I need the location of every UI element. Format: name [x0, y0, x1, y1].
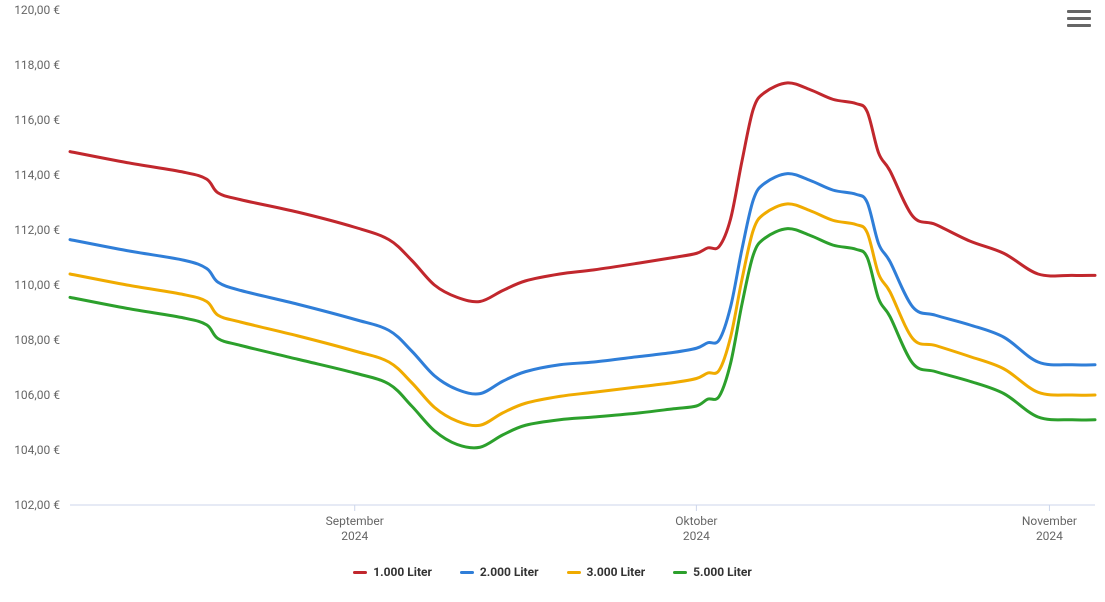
y-tick: 106,00 €	[14, 388, 60, 402]
y-tick: 110,00 €	[14, 278, 60, 292]
svg-text:Oktober: Oktober	[675, 514, 717, 528]
legend-swatch	[673, 571, 687, 574]
svg-text:118,00 €: 118,00 €	[14, 58, 60, 72]
svg-text:114,00 €: 114,00 €	[14, 168, 60, 182]
legend-swatch	[460, 571, 474, 574]
series-2.000-liter	[70, 174, 1095, 394]
y-tick: 108,00 €	[14, 333, 60, 347]
y-tick: 116,00 €	[14, 113, 60, 127]
svg-text:112,00 €: 112,00 €	[14, 223, 60, 237]
series-3.000-liter	[70, 204, 1095, 426]
chart-legend: 1.000 Liter 2.000 Liter 3.000 Liter 5.000 L…	[0, 565, 1105, 579]
x-tick: November2024	[1022, 505, 1077, 543]
legend-item[interactable]: 1.000 Liter	[353, 565, 432, 579]
legend-label: 1.000 Liter	[373, 565, 432, 579]
y-tick: 120,00 €	[14, 3, 60, 17]
series-5.000-liter	[70, 229, 1095, 448]
svg-text:116,00 €: 116,00 €	[14, 113, 60, 127]
chart-svg: 102,00 € 104,00 € 106,00 € 108,00 € 110,00 €…	[0, 0, 1105, 560]
legend-item[interactable]: 5.000 Liter	[673, 565, 752, 579]
svg-text:106,00 €: 106,00 €	[14, 388, 60, 402]
x-tick: Oktober2024	[675, 505, 717, 543]
y-tick: 118,00 €	[14, 58, 60, 72]
y-tick: 102,00 €	[14, 498, 60, 512]
y-tick: 112,00 €	[14, 223, 60, 237]
svg-text:110,00 €: 110,00 €	[14, 278, 60, 292]
legend-swatch	[353, 571, 367, 574]
y-tick: 104,00 €	[14, 443, 60, 457]
x-tick: September2024	[326, 505, 384, 543]
chart-menu-button[interactable]	[1067, 6, 1091, 30]
svg-text:September: September	[326, 514, 384, 528]
legend-item[interactable]: 3.000 Liter	[567, 565, 646, 579]
svg-text:102,00 €: 102,00 €	[14, 498, 60, 512]
svg-text:104,00 €: 104,00 €	[14, 443, 60, 457]
svg-text:120,00 €: 120,00 €	[14, 3, 60, 17]
legend-item[interactable]: 2.000 Liter	[460, 565, 539, 579]
series-1.000-liter	[70, 83, 1095, 302]
legend-swatch	[567, 571, 581, 574]
svg-text:108,00 €: 108,00 €	[14, 333, 60, 347]
price-chart: 102,00 € 104,00 € 106,00 € 108,00 € 110,00 €…	[0, 0, 1105, 602]
y-tick: 114,00 €	[14, 168, 60, 182]
svg-text:2024: 2024	[1036, 529, 1063, 543]
legend-label: 5.000 Liter	[693, 565, 752, 579]
svg-text:November: November	[1022, 514, 1077, 528]
svg-text:2024: 2024	[341, 529, 368, 543]
legend-label: 2.000 Liter	[480, 565, 539, 579]
legend-label: 3.000 Liter	[587, 565, 646, 579]
svg-text:2024: 2024	[683, 529, 710, 543]
